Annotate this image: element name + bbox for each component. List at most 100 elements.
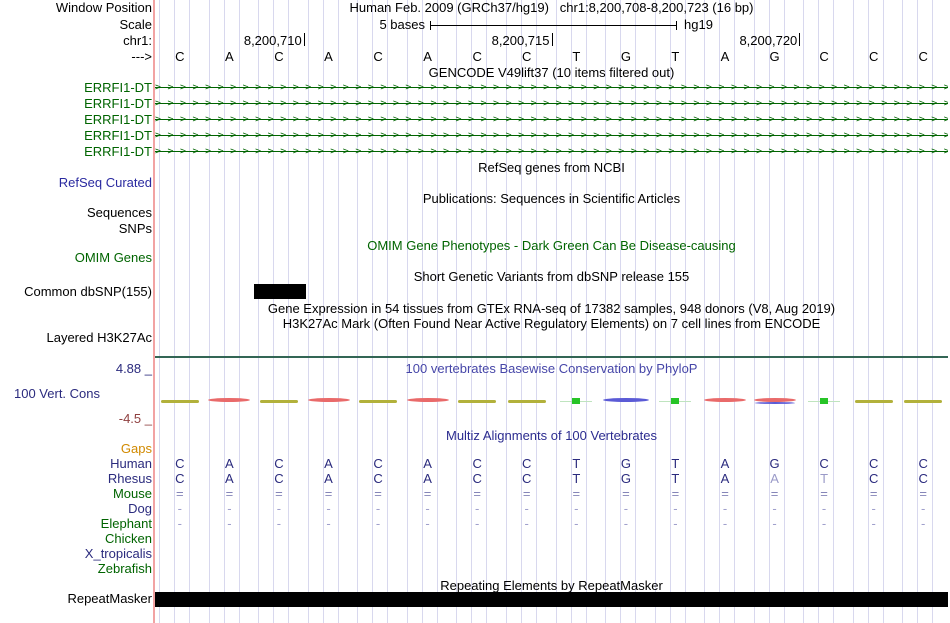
multiz-species-label-gaps[interactable]: Gaps bbox=[120, 441, 152, 456]
repeatmasker-label[interactable]: RepeatMasker bbox=[67, 591, 152, 606]
multiz-base-cell: = bbox=[671, 486, 680, 501]
sequences-track-label[interactable]: Sequences bbox=[86, 205, 152, 220]
multiz-base-cell: = bbox=[919, 486, 927, 501]
gridline bbox=[258, 0, 260, 623]
multiz-base-cell: A bbox=[225, 456, 234, 471]
multiz-base-cell: = bbox=[473, 486, 481, 501]
multiz-base-cell: C bbox=[521, 471, 532, 486]
cons-mark-red bbox=[406, 398, 449, 402]
multiz-base-cell: A bbox=[324, 456, 333, 471]
gene-track-row[interactable]: >>>>>>>>>>>>>>>>>>>>>>>>>>>>>>>>>>>>>>>>… bbox=[155, 128, 948, 144]
gridline bbox=[734, 0, 736, 623]
repeatmasker-track-title[interactable]: Repeating Elements by RepeatMasker bbox=[440, 578, 663, 593]
gene-track-row[interactable]: >>>>>>>>>>>>>>>>>>>>>>>>>>>>>>>>>>>>>>>>… bbox=[155, 96, 948, 112]
multiz-row-elephant[interactable]: ---------------- bbox=[155, 516, 948, 531]
layered-h3k27ac-label[interactable]: Layered H3K27Ac bbox=[46, 330, 152, 345]
gene-track-row[interactable]: >>>>>>>>>>>>>>>>>>>>>>>>>>>>>>>>>>>>>>>>… bbox=[155, 80, 948, 96]
common-dbsnp-label[interactable]: Common dbSNP(155) bbox=[24, 284, 152, 299]
multiz-species-label-rhesus[interactable]: Rhesus bbox=[107, 471, 152, 486]
multiz-base-cell: C bbox=[373, 471, 383, 486]
position-tick-mark bbox=[551, 33, 553, 46]
multiz-base-cell: C bbox=[868, 471, 879, 486]
gene-label-errfi1-dt[interactable]: ERRFI1-DT bbox=[84, 128, 152, 143]
multiz-base-cell: T bbox=[572, 456, 581, 471]
snp-variant-box[interactable] bbox=[254, 284, 306, 299]
gene-track-row[interactable]: >>>>>>>>>>>>>>>>>>>>>>>>>>>>>>>>>>>>>>>>… bbox=[155, 112, 948, 128]
gene-track-row[interactable]: >>>>>>>>>>>>>>>>>>>>>>>>>>>>>>>>>>>>>>>>… bbox=[155, 144, 948, 160]
multiz-base-cell: C bbox=[472, 456, 482, 471]
base-letter: A bbox=[423, 49, 432, 64]
base-letter: A bbox=[720, 49, 730, 64]
multiz-base-cell: - bbox=[425, 516, 430, 531]
multiz-base-cell: G bbox=[769, 456, 780, 471]
multiz-base-cell: T bbox=[671, 471, 680, 486]
cons-mark-red bbox=[753, 398, 796, 402]
omim-genes-label[interactable]: OMIM Genes bbox=[74, 250, 152, 265]
publications-track-title[interactable]: Publications: Sequences in Scientific Ar… bbox=[422, 191, 681, 206]
multiz-row-dog[interactable]: ---------------- bbox=[155, 501, 948, 516]
multiz-base-cell: C bbox=[175, 471, 185, 486]
refseq-track-title[interactable]: RefSeq genes from NCBI bbox=[478, 160, 625, 175]
base-letter: T bbox=[572, 49, 581, 64]
cons-mark-olive bbox=[458, 400, 497, 403]
position-tick-mark bbox=[799, 33, 801, 46]
base-letter: C bbox=[274, 49, 284, 64]
position-tick-label: 8,200,720 bbox=[739, 33, 798, 48]
multiz-species-label-chicken[interactable]: Chicken bbox=[105, 531, 152, 546]
gridline bbox=[882, 0, 884, 623]
multiz-base-cell: C bbox=[472, 471, 482, 486]
gridline bbox=[436, 0, 438, 623]
multiz-species-label-mouse[interactable]: Mouse bbox=[112, 486, 152, 501]
base-letter: C bbox=[521, 49, 532, 64]
cons-mark-green bbox=[572, 398, 581, 404]
repeatmasker-bar[interactable] bbox=[155, 592, 948, 607]
multiz-species-label-elephant[interactable]: Elephant bbox=[100, 516, 152, 531]
multiz-base-cell: = bbox=[522, 486, 531, 501]
cons-mark-olive bbox=[359, 400, 397, 403]
omim-track-title[interactable]: OMIM Gene Phenotypes - Dark Green Can Be… bbox=[367, 238, 736, 253]
gene-direction-arrows: >>>>>>>>>>>>>>>>>>>>>>>>>>>>>>>>>>>>>>>>… bbox=[155, 82, 948, 93]
gene-label-errfi1-dt[interactable]: ERRFI1-DT bbox=[84, 80, 152, 95]
snps-track-label[interactable]: SNPs bbox=[118, 221, 152, 236]
conservation-track-title[interactable]: 100 vertebrates Basewise Conservation by… bbox=[405, 361, 698, 376]
multiz-base-cell: = bbox=[572, 486, 581, 501]
cons-mark-red bbox=[208, 398, 251, 402]
multiz-track-title[interactable]: Multiz Alignments of 100 Vertebrates bbox=[445, 428, 657, 443]
gene-label-errfi1-dt[interactable]: ERRFI1-DT bbox=[84, 144, 152, 159]
multiz-species-label-dog[interactable]: Dog bbox=[128, 501, 152, 516]
multiz-species-label-zebrafish[interactable]: Zebrafish bbox=[97, 561, 152, 576]
refseq-curated-label[interactable]: RefSeq Curated bbox=[58, 175, 152, 190]
cons-mark-olive bbox=[160, 400, 199, 403]
base-letter: T bbox=[671, 49, 680, 64]
multiz-row-mouse[interactable]: = = = = = = = = = = = = = = = = bbox=[155, 486, 948, 501]
multiz-base-cell: - bbox=[871, 516, 876, 531]
base-letter: C bbox=[918, 49, 928, 64]
multiz-base-cell: C bbox=[918, 456, 928, 471]
multiz-base-cell: C bbox=[274, 456, 284, 471]
h3k27ac-track-title[interactable]: H3K27Ac Mark (Often Found Near Active Re… bbox=[282, 316, 821, 331]
gridline bbox=[520, 0, 522, 623]
gridline bbox=[273, 0, 275, 623]
multiz-base-cell: - bbox=[772, 516, 777, 531]
multiz-species-label-human[interactable]: Human bbox=[110, 456, 152, 471]
vert-cons-label[interactable]: 100 Vert. Cons bbox=[14, 386, 100, 401]
multiz-base-cell: - bbox=[425, 501, 430, 516]
dbsnp-track-title[interactable]: Short Genetic Variants from dbSNP releas… bbox=[413, 269, 690, 284]
gene-label-errfi1-dt[interactable]: ERRFI1-DT bbox=[84, 96, 152, 111]
multiz-base-cell: - bbox=[574, 501, 579, 516]
gtex-track-title[interactable]: Gene Expression in 54 tissues from GTEx … bbox=[267, 301, 836, 316]
gencode-track-title[interactable]: GENCODE V49lift37 (10 items filtered out… bbox=[428, 65, 675, 80]
gene-label-errfi1-dt[interactable]: ERRFI1-DT bbox=[84, 112, 152, 127]
gridline bbox=[684, 0, 686, 623]
multiz-species-label-x_tropicalis[interactable]: X_tropicalis bbox=[84, 546, 152, 561]
cons-mark-green bbox=[671, 398, 680, 404]
conservation-min-value: -4.5 _ bbox=[118, 411, 152, 426]
multiz-base-cell: = bbox=[374, 486, 382, 501]
gridline bbox=[372, 0, 374, 623]
multiz-base-cell: - bbox=[276, 501, 282, 516]
multiz-base-cell: - bbox=[177, 516, 182, 531]
gridline bbox=[669, 0, 671, 623]
base-letter: G bbox=[620, 49, 631, 64]
